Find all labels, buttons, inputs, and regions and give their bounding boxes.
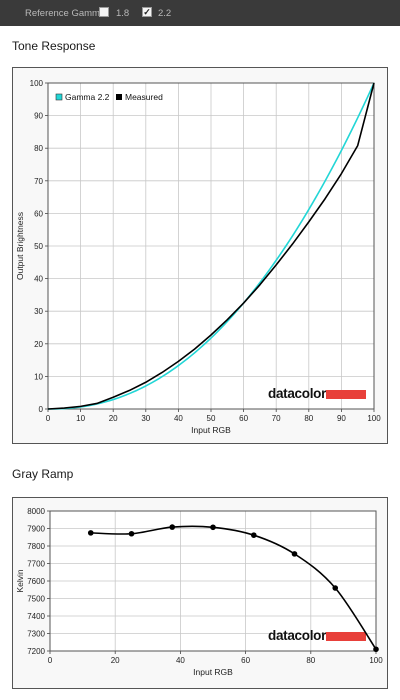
x-tick-label: 30 xyxy=(141,414,150,423)
measured-curve xyxy=(47,82,375,410)
y-tick-label: 80 xyxy=(34,144,43,153)
datacolor-logo: datacolor xyxy=(268,628,327,643)
tone-response-title: Tone Response xyxy=(12,39,96,53)
gamma-1-8-label: 1.8 xyxy=(116,8,130,19)
y-tick-label: 0 xyxy=(39,405,44,414)
reference-gamma-toolbar: Reference Gamma: 1.8 ✓ 2.2 xyxy=(0,0,400,26)
tone-response-chart: 0 10 20 30 40 50 60 70 80 90 100 0 10 20 30 40 50 60 70 80 9… xyxy=(15,79,381,435)
y-tick-label: 7400 xyxy=(27,612,45,621)
x-tick-label: 20 xyxy=(109,414,118,423)
y-tick-label: 90 xyxy=(34,112,43,121)
y-tick-label: 20 xyxy=(34,340,43,349)
gamma-2-2-curve xyxy=(47,82,375,410)
y-axis-label: Output Brightness xyxy=(15,212,25,280)
gamma-2-2-label: 2.2 xyxy=(158,8,172,19)
x-tick-label: 0 xyxy=(46,414,51,423)
kelvin-point xyxy=(332,585,339,591)
datacolor-logo-bar xyxy=(326,390,366,399)
kelvin-point xyxy=(128,530,135,537)
datacolor-logo: datacolor xyxy=(268,386,327,401)
gray-ramp-panel: 0 20 40 60 80 100 7200 7300 7400 7500 7600 7700 7800… xyxy=(12,497,388,689)
tone-response-panel: 0 10 20 30 40 50 60 70 80 90 100 0 10 20 30 40 50 60 70 80 9… xyxy=(12,67,388,444)
x-tick-label: 40 xyxy=(174,414,183,423)
y-tick-label: 7300 xyxy=(27,630,45,639)
x-tick-label: 10 xyxy=(76,414,85,423)
y-tick-label: 7200 xyxy=(27,647,45,656)
y-tick-label: 30 xyxy=(34,307,43,316)
x-tick-label: 60 xyxy=(239,414,248,423)
x-tick-label: 60 xyxy=(241,656,250,665)
x-tick-label: 0 xyxy=(48,656,53,665)
x-tick-label: 20 xyxy=(111,656,120,665)
kelvin-point xyxy=(87,530,94,536)
y-tick-label: 40 xyxy=(34,275,43,284)
x-tick-label: 50 xyxy=(207,414,216,423)
y-tick-label: 7700 xyxy=(27,560,45,569)
y-tick-label: 10 xyxy=(34,372,43,381)
kelvin-point xyxy=(250,532,257,538)
legend-swatch-gamma xyxy=(55,93,63,101)
gray-ramp-chart: 0 20 40 60 80 100 7200 7300 7400 7500 7600 7700 7800… xyxy=(15,507,383,677)
y-tick-label: 60 xyxy=(34,209,43,218)
plot-frame xyxy=(49,510,377,652)
x-axis-label: Input RGB xyxy=(193,667,233,677)
y-tick-label: 7800 xyxy=(27,542,45,551)
x-tick-label: 90 xyxy=(337,414,346,423)
y-tick-label: 50 xyxy=(34,242,43,251)
x-tick-label: 40 xyxy=(176,656,185,665)
x-tick-label: 100 xyxy=(369,656,383,665)
x-tick-label: 80 xyxy=(306,656,315,665)
y-tick-label: 8000 xyxy=(27,507,45,516)
datacolor-logo-bar xyxy=(326,632,366,641)
legend-label-gamma: Gamma 2.2 xyxy=(65,92,110,102)
y-tick-label: 7900 xyxy=(27,525,45,534)
kelvin-point xyxy=(169,524,176,530)
x-tick-label: 80 xyxy=(304,414,313,423)
y-tick-label: 70 xyxy=(34,177,43,186)
y-tick-label: 7500 xyxy=(27,595,45,604)
x-axis-label: Input RGB xyxy=(191,425,231,435)
kelvin-point xyxy=(291,551,298,557)
y-axis-label: Kelvin xyxy=(15,569,25,592)
gray-ramp-title: Gray Ramp xyxy=(12,467,74,481)
plot-frame xyxy=(47,82,375,410)
check-icon: ✓ xyxy=(143,7,151,17)
x-tick-label: 100 xyxy=(367,414,381,423)
x-tick-label: 70 xyxy=(272,414,281,423)
y-tick-label: 100 xyxy=(30,79,44,88)
reference-gamma-label: Reference Gamma: xyxy=(25,8,108,19)
legend-swatch-measured xyxy=(116,94,122,100)
kelvin-point xyxy=(373,646,379,653)
legend-label-measured: Measured xyxy=(125,92,163,102)
y-tick-label: 7600 xyxy=(27,577,45,586)
gamma-2-2-checkbox[interactable]: ✓ xyxy=(142,7,152,17)
gamma-1-8-checkbox[interactable] xyxy=(99,7,109,17)
kelvin-point xyxy=(210,524,216,531)
